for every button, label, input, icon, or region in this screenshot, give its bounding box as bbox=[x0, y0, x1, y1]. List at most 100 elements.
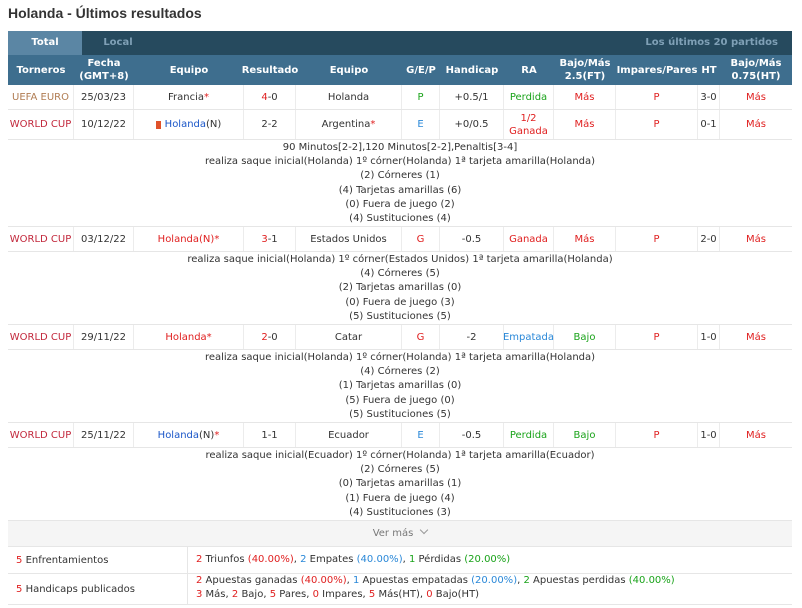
match-bajo-mas-ht: Más bbox=[746, 429, 766, 441]
page-title: Holanda - Últimos resultados bbox=[8, 5, 202, 21]
match-row[interactable]: UEFA EURO 25/03/23 Francia * 4-0 Holanda … bbox=[8, 85, 792, 110]
match-tournament[interactable]: WORLD CUP bbox=[8, 110, 74, 139]
score-sep: - bbox=[267, 91, 272, 103]
col-header-bajo-mas-ht: Bajo/Más 0.75(HT) bbox=[720, 55, 792, 85]
draws-pct: (40.00%) bbox=[356, 554, 403, 565]
detail-line: (5) Fuera de juego (0) bbox=[345, 394, 455, 406]
match-tournament[interactable]: WORLD CUP bbox=[8, 423, 74, 447]
match-details: realiza saque inicial(Holanda) 1º córner… bbox=[8, 350, 792, 423]
chevron-down-icon bbox=[420, 525, 429, 535]
match-handicap: +0/0.5 bbox=[440, 110, 504, 139]
col-header-bajoht-line2: 0.75(HT) bbox=[731, 71, 781, 82]
under-count: 2 bbox=[231, 589, 239, 600]
summary-count: 5 bbox=[16, 583, 23, 595]
tab-local[interactable]: Local bbox=[103, 37, 133, 48]
match-date: 25/03/23 bbox=[74, 85, 134, 109]
match-away-team[interactable]: Estados Unidos bbox=[296, 227, 402, 251]
match-home-team[interactable]: Holanda * bbox=[134, 325, 244, 349]
col-header-fecha: Fecha (GMT+8) bbox=[74, 55, 134, 85]
match-row[interactable]: WORLD CUP 03/12/22 Holanda(N) * 3-1 Estad… bbox=[8, 227, 792, 252]
ra-fraction: 1/2 bbox=[520, 112, 537, 124]
over-ht-label: Más(HT), bbox=[375, 589, 427, 600]
table-bottom-border bbox=[8, 604, 792, 605]
home-neutral: (N) bbox=[199, 429, 215, 441]
home-team-name[interactable]: Holanda bbox=[157, 429, 200, 441]
home-star: * bbox=[204, 91, 209, 103]
match-score[interactable]: 2-0 bbox=[244, 325, 296, 349]
home-team-name[interactable]: Francia bbox=[167, 91, 204, 103]
odd-count: 0 bbox=[312, 589, 319, 600]
match-gep: G bbox=[402, 227, 440, 251]
match-away-team[interactable]: Catar bbox=[296, 325, 402, 349]
away-team-name[interactable]: Holanda bbox=[327, 91, 370, 103]
detail-line: (5) Sustituciones (5) bbox=[349, 310, 451, 322]
match-tournament[interactable]: WORLD CUP bbox=[8, 227, 74, 251]
col-header-gep: G/E/P bbox=[406, 64, 436, 76]
match-bajo-mas: Más bbox=[554, 110, 616, 139]
match-score[interactable]: 1-1 bbox=[244, 423, 296, 447]
col-header-resultado: Resultado bbox=[241, 64, 299, 76]
col-header-bajo-line2: 2.5(FT) bbox=[564, 71, 606, 82]
match-row[interactable]: WORLD CUP 25/11/22 Holanda (N) * 1-1 Ecuad… bbox=[8, 423, 792, 448]
match-home-team[interactable]: Holanda (N) bbox=[134, 110, 244, 139]
detail-line: realiza saque inicial(Ecuador) 1º córner… bbox=[205, 450, 595, 461]
home-star: * bbox=[214, 233, 220, 245]
away-team-name[interactable]: Argentina bbox=[321, 119, 371, 130]
match-gep: E bbox=[402, 110, 440, 139]
detail-line: (4) Córneres (5) bbox=[360, 268, 440, 280]
home-team-name[interactable]: Holanda(N) bbox=[157, 233, 215, 245]
detail-line: (5) Sustituciones (5) bbox=[349, 408, 451, 420]
match-ht: 1-0 bbox=[698, 423, 720, 447]
match-ht: 3-0 bbox=[698, 85, 720, 109]
flag-icon bbox=[155, 120, 161, 129]
separator: , bbox=[517, 575, 524, 586]
under-ht-label: Bajo(HT) bbox=[432, 589, 480, 600]
tab-bar: Total Local Los últimos 20 partidos bbox=[8, 31, 792, 55]
home-team-name[interactable]: Holanda bbox=[165, 331, 207, 343]
last-matches-filter[interactable]: Los últimos 20 partidos bbox=[645, 37, 778, 48]
won-pct: (40.00%) bbox=[300, 575, 347, 586]
match-ra: Empatada bbox=[503, 325, 554, 349]
match-away-team[interactable]: Holanda bbox=[296, 85, 402, 109]
tab-total[interactable]: Total bbox=[8, 31, 82, 55]
detail-line: (2) Córneres (1) bbox=[360, 170, 440, 182]
match-away-team[interactable]: Argentina * bbox=[296, 110, 402, 139]
match-gep: P bbox=[402, 85, 440, 109]
match-home-team[interactable]: Francia * bbox=[134, 85, 244, 109]
score-away: 0 bbox=[271, 91, 278, 103]
tied-pct: (20.00%) bbox=[471, 575, 518, 586]
match-score[interactable]: 2-2 bbox=[244, 110, 296, 139]
match-tournament[interactable]: WORLD CUP bbox=[8, 325, 74, 349]
summary-label-text: Handicaps publicados bbox=[25, 583, 135, 595]
match-gep: E bbox=[402, 423, 440, 447]
losses-label: Pérdidas bbox=[415, 554, 465, 565]
tied-label: Apuestas empatadas bbox=[359, 575, 472, 586]
won-count: 2 bbox=[196, 575, 203, 586]
ra-result: Ganada bbox=[509, 125, 548, 137]
match-bajo-mas-ht: Más bbox=[746, 331, 766, 343]
match-bajo-mas-ht: Más bbox=[746, 233, 766, 245]
match-score[interactable]: 4-0 bbox=[244, 85, 296, 109]
match-home-team[interactable]: Holanda(N)* bbox=[134, 423, 244, 447]
over-count: 3 bbox=[196, 589, 203, 600]
detail-line: (2) Tarjetas amarillas (0) bbox=[338, 282, 462, 294]
results-table-header: Torneros Fecha (GMT+8) Equipo Resultado … bbox=[8, 55, 792, 85]
match-row[interactable]: WORLD CUP 29/11/22 Holanda * 2-0 Catar G … bbox=[8, 325, 792, 350]
score-home: 4 bbox=[261, 91, 268, 103]
match-home-team[interactable]: Holanda(N)* bbox=[134, 227, 244, 251]
match-impares-pares: P bbox=[616, 423, 698, 447]
col-header-handicap: Handicap bbox=[445, 64, 499, 76]
under-label: Bajo, bbox=[238, 589, 270, 600]
col-header-impares-pares: Impares/Pares bbox=[616, 64, 698, 76]
losses-count: 1 bbox=[408, 554, 416, 565]
match-score[interactable]: 3-1 bbox=[244, 227, 296, 251]
summary-values: 2 Apuestas ganadas (40.00%), 1 Apuestas … bbox=[196, 574, 675, 588]
match-away-team[interactable]: Ecuador bbox=[296, 423, 402, 447]
match-tournament[interactable]: UEFA EURO bbox=[8, 85, 74, 109]
match-impares-pares: P bbox=[616, 110, 698, 139]
home-team-name[interactable]: Holanda bbox=[164, 119, 207, 130]
ver-mas-button[interactable]: Ver más bbox=[8, 521, 792, 546]
summary-label: 5 Handicaps publicados bbox=[8, 574, 188, 604]
match-row[interactable]: WORLD CUP 10/12/22 Holanda (N) 2-2 Argent… bbox=[8, 110, 792, 140]
match-ra: Perdida bbox=[504, 423, 554, 447]
